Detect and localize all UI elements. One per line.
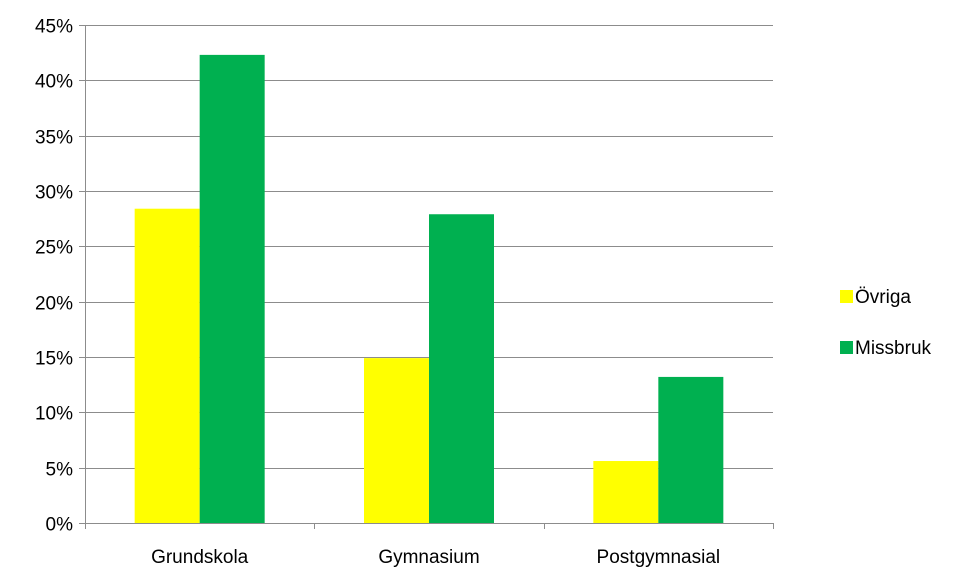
bar-missbruk (429, 214, 494, 524)
bar-ovriga (364, 358, 429, 523)
x-tick-label: Gymnasium (378, 547, 479, 568)
y-tick-label: 15% (35, 349, 73, 370)
y-tick-label: 0% (46, 515, 74, 536)
bar-ovriga (134, 208, 200, 523)
bar-missbruk (199, 54, 265, 523)
y-tick-label: 30% (35, 183, 73, 204)
y-tick-label: 5% (46, 460, 74, 481)
legend-swatch-ovriga (840, 290, 853, 303)
y-tick-label: 10% (35, 404, 73, 425)
legend-label-ovriga: Övriga (855, 287, 911, 308)
y-tick-label: 45% (35, 17, 73, 38)
bars (134, 54, 724, 524)
bar-ovriga (593, 461, 659, 523)
legend-swatch-missbruk (840, 341, 853, 354)
legend-label-missbruk: Missbruk (855, 338, 932, 359)
y-tick-label: 20% (35, 294, 73, 315)
axes: 0% 5% 10% 15% 20% 25% 30% 35% 40% 45% Grundskola Gy… (35, 17, 774, 568)
legend: Övriga Missbruk (840, 287, 932, 359)
y-tick-label: 25% (35, 238, 73, 259)
x-tick-label: Postgymnasial (597, 547, 721, 568)
y-tick-label: 35% (35, 128, 73, 149)
x-tick-label: Grundskola (151, 547, 249, 568)
bar-missbruk (658, 376, 724, 523)
y-tick-label: 40% (35, 72, 73, 93)
